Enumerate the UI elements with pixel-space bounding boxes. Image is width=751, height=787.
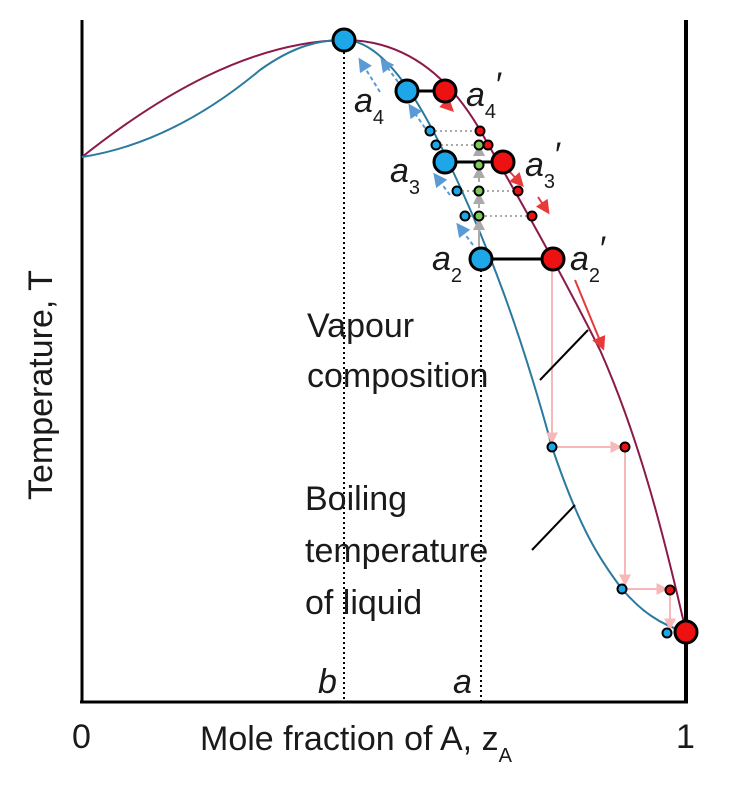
liquid-leader (531, 504, 576, 551)
point-a4-prime (432, 78, 458, 104)
red-arrows (437, 95, 606, 351)
mark-b: b (318, 663, 337, 701)
liquid-label: Boiling temperature of liquid (305, 480, 498, 622)
label-a4: a4 (354, 82, 384, 129)
x-tick-0: 0 (72, 718, 91, 756)
blue-arrows (358, 57, 474, 246)
azeotrope-point (331, 27, 357, 53)
y-axis-title: Temperature, T (22, 270, 60, 500)
vapour-leader (539, 329, 589, 381)
x-axis-title: Mole fraction of A, zA (200, 720, 513, 767)
x-tick-1: 1 (676, 718, 695, 756)
label-a3: a3 (390, 152, 420, 199)
label-a4-prime: a4′ (466, 66, 502, 123)
pink-staircase (546, 265, 676, 631)
label-a2-prime: a2′ (570, 230, 606, 287)
point-a3-prime (490, 149, 516, 175)
vapour-label: Vapour composition (307, 307, 488, 395)
label-a2: a2 (432, 240, 462, 287)
mark-a: a (453, 663, 472, 701)
point-a2-prime (540, 246, 566, 272)
point-a3 (432, 149, 458, 175)
small-points (424, 125, 676, 639)
point-a4 (394, 78, 420, 104)
point-a2 (468, 246, 494, 272)
pure-a-point (673, 619, 699, 645)
label-a3-prime: a3′ (525, 136, 561, 193)
